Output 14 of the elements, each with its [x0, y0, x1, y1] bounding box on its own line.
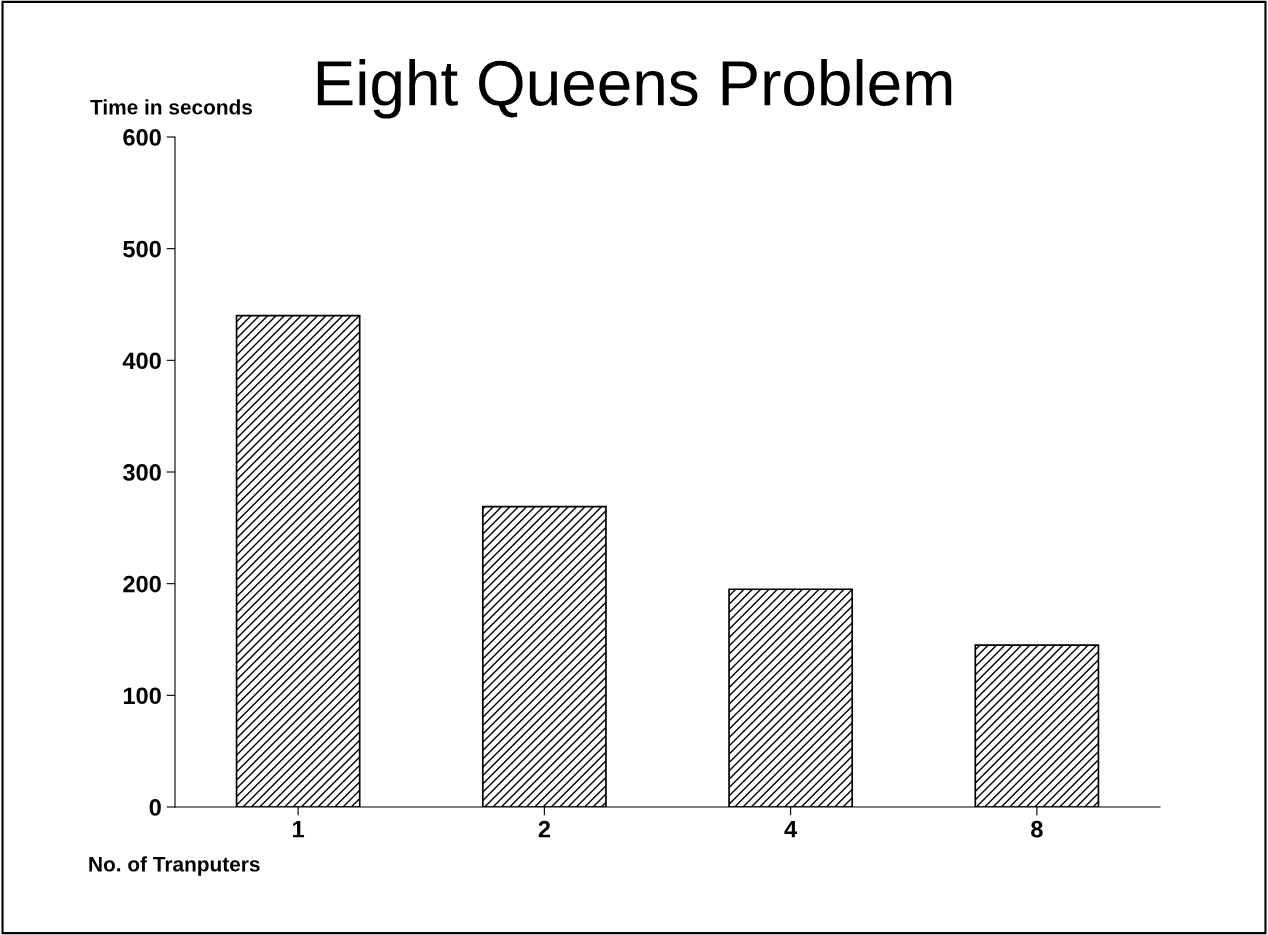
x-tick-label: 1 — [293, 821, 305, 838]
y-tick-label: 200 — [123, 575, 161, 593]
y-tick-label: 400 — [122, 352, 161, 370]
y-tick-label: 0 — [149, 799, 161, 816]
x-tick-label: 2 — [538, 820, 550, 838]
y-tick-label: 600 — [123, 129, 161, 146]
y-tick-label: 500 — [123, 240, 161, 258]
x-axis-title: No. of Tranputers — [89, 856, 260, 876]
x-tick-label: 4 — [784, 821, 798, 838]
y-tick-label: 100 — [123, 687, 161, 705]
y-axis-title: Time in seconds — [90, 99, 253, 115]
x-tick-label: 8 — [1031, 820, 1043, 838]
chart-title: Eight Queens Problem — [317, 59, 952, 119]
y-tick-label: 300 — [122, 464, 161, 481]
